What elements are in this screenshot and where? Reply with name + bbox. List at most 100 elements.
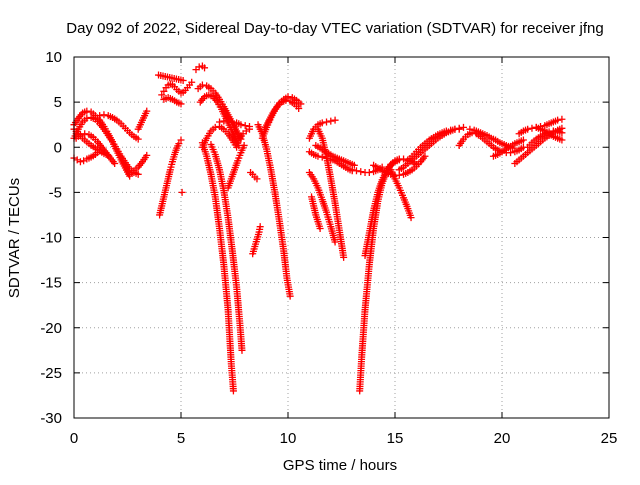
data-point-marker xyxy=(494,137,502,145)
data-point-marker xyxy=(436,130,444,138)
data-point-marker xyxy=(342,164,350,172)
data-point-marker xyxy=(373,191,381,199)
data-point-marker xyxy=(81,108,89,116)
data-point-marker xyxy=(227,134,235,142)
data-point-marker xyxy=(504,144,512,152)
data-point-marker xyxy=(543,128,551,136)
data-point-marker xyxy=(427,135,435,143)
x-tick-label: 10 xyxy=(280,430,297,447)
data-point-marker xyxy=(313,182,321,190)
data-point-marker xyxy=(171,97,179,105)
data-point-marker xyxy=(389,159,397,167)
series-arc-19 xyxy=(224,141,248,192)
data-point-marker xyxy=(403,202,411,210)
data-point-marker xyxy=(377,178,385,186)
data-point-marker xyxy=(77,111,85,119)
data-point-marker xyxy=(365,231,373,239)
data-point-marker xyxy=(170,153,178,161)
data-point-marker xyxy=(398,191,406,199)
grid-lines xyxy=(74,57,609,418)
data-point-marker xyxy=(87,132,95,140)
data-point-marker xyxy=(534,124,542,132)
data-point-marker xyxy=(293,102,301,110)
data-point-marker xyxy=(513,147,521,155)
data-point-marker xyxy=(517,137,525,145)
data-point xyxy=(241,122,249,130)
data-point-marker xyxy=(111,143,119,151)
data-point-marker xyxy=(331,153,339,161)
data-point xyxy=(466,125,474,133)
data-points xyxy=(70,62,566,395)
data-point-marker xyxy=(168,160,176,168)
data-point-marker xyxy=(419,141,427,149)
data-point-marker xyxy=(317,132,325,140)
data-point-marker xyxy=(77,120,85,128)
data-point-marker xyxy=(517,145,525,153)
series-arc-31 xyxy=(308,193,324,232)
data-point-marker xyxy=(216,103,224,111)
data-point-marker xyxy=(410,150,418,158)
data-point-marker xyxy=(492,145,500,153)
data-point-marker xyxy=(264,119,272,127)
data-point-marker xyxy=(85,154,93,162)
data-point-marker xyxy=(500,146,508,154)
data-point-marker xyxy=(159,195,167,203)
data-point-marker xyxy=(530,137,538,145)
series-dip-17 xyxy=(207,141,246,354)
data-point-marker xyxy=(141,153,149,161)
data-point-marker xyxy=(309,127,317,135)
data-point-marker xyxy=(402,161,410,169)
data-point-marker xyxy=(94,118,102,126)
data-point xyxy=(528,124,536,132)
data-point-marker xyxy=(275,215,283,223)
series-arc-29 xyxy=(305,169,339,246)
data-point-marker xyxy=(120,156,128,164)
data-point-marker xyxy=(238,344,246,352)
data-point-marker xyxy=(196,83,204,91)
data-point-marker xyxy=(385,163,393,171)
data-point-marker xyxy=(423,138,431,146)
data-point-marker xyxy=(397,164,405,172)
data-point-marker xyxy=(526,141,534,149)
data-point-marker xyxy=(406,167,414,175)
data-point-marker xyxy=(283,272,291,280)
data-point-marker xyxy=(233,159,241,167)
data-point-marker xyxy=(376,164,384,172)
data-point-marker xyxy=(207,92,215,100)
series-arc-35 xyxy=(348,163,386,177)
data-point-marker xyxy=(410,164,418,172)
data-point-marker xyxy=(211,191,219,199)
data-point-marker xyxy=(215,164,223,172)
data-point-marker xyxy=(326,173,334,181)
x-tick-label: 15 xyxy=(387,430,404,447)
data-point xyxy=(177,136,185,144)
data-point xyxy=(76,158,84,166)
data-point-marker xyxy=(128,131,136,139)
data-point-marker xyxy=(477,129,485,137)
data-point-marker xyxy=(539,126,547,134)
data-point-marker xyxy=(547,131,555,139)
data-point-marker xyxy=(166,168,174,176)
data-point xyxy=(195,63,203,71)
data-point-marker xyxy=(487,141,495,149)
data-point-marker xyxy=(295,98,303,106)
data-point-marker xyxy=(212,96,220,104)
data-point-marker xyxy=(556,128,564,136)
data-point-marker xyxy=(116,150,124,158)
data-point-marker xyxy=(331,197,339,205)
data-point-marker xyxy=(314,143,322,151)
data-point-marker xyxy=(271,188,279,196)
data-point-marker xyxy=(124,127,131,135)
data-point-marker xyxy=(394,182,402,190)
data-point-marker xyxy=(534,140,542,148)
data-point-marker xyxy=(89,114,97,122)
data-point xyxy=(357,168,365,176)
data-point xyxy=(160,87,168,95)
data-point-marker xyxy=(390,173,398,181)
series-arc-38 xyxy=(404,125,463,165)
data-point-marker xyxy=(322,150,330,158)
data-point-marker xyxy=(415,146,423,154)
data-point-marker xyxy=(85,140,93,148)
